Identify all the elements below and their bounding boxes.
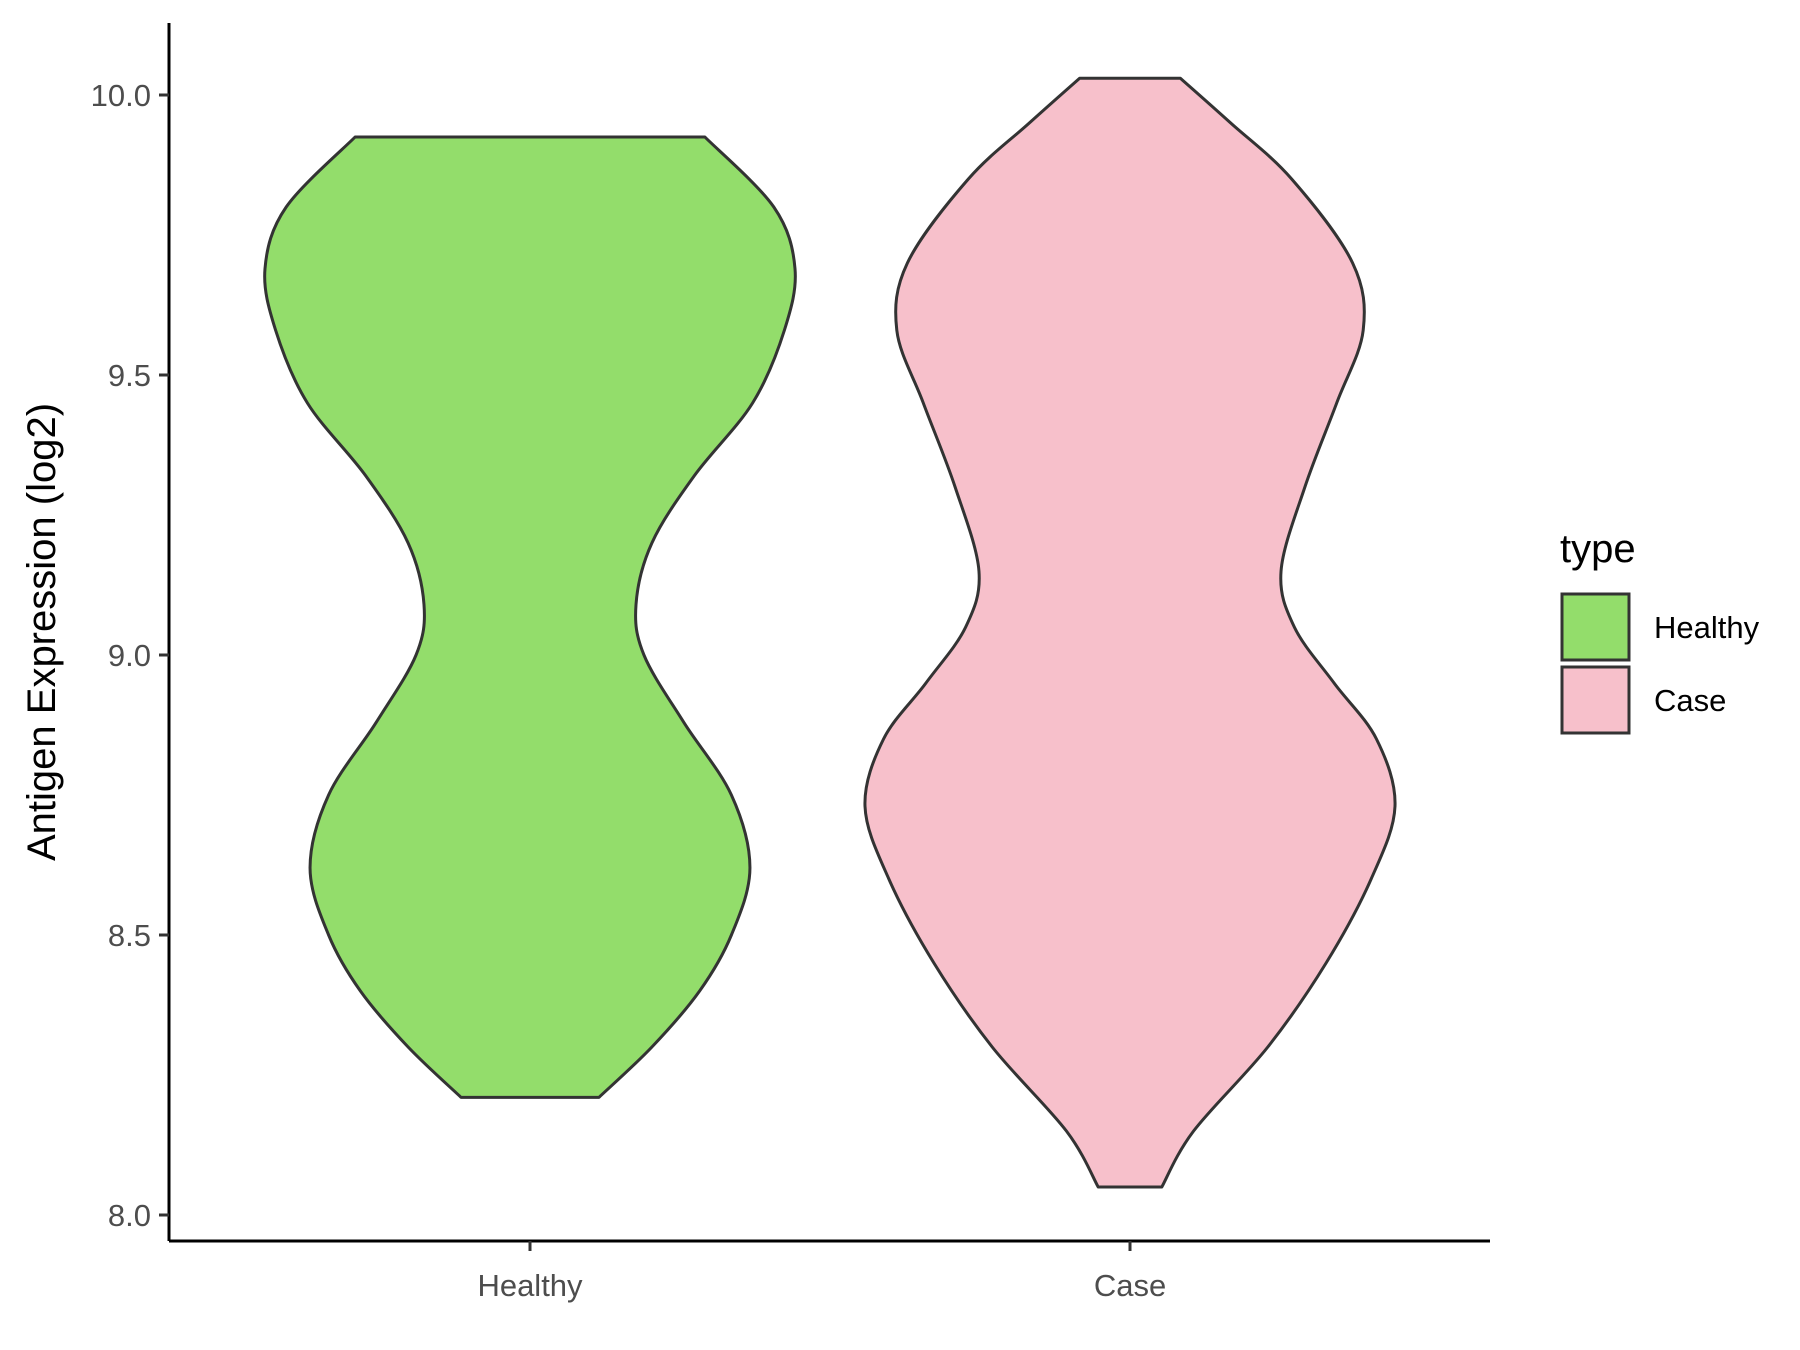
y-tick-label: 9.5 bbox=[108, 358, 151, 393]
legend-label-case: Case bbox=[1654, 683, 1726, 718]
violin-case bbox=[863, 76, 1397, 1189]
violin-healthy bbox=[263, 135, 797, 1099]
y-tick-label: 8.5 bbox=[108, 918, 151, 953]
legend-items: Healthy Case bbox=[1560, 592, 1760, 735]
legend-label-healthy: Healthy bbox=[1654, 610, 1760, 645]
legend: type Healthy Case bbox=[1560, 527, 1760, 735]
legend-swatch-healthy bbox=[1560, 592, 1631, 662]
y-tick-label: 10.0 bbox=[91, 78, 151, 113]
legend-swatch-case bbox=[1560, 665, 1631, 735]
x-tick-label: Healthy bbox=[477, 1268, 583, 1303]
y-tick-label: 9.0 bbox=[108, 638, 151, 673]
y-axis-ticks: 8.0 8.5 9.0 9.5 10.0 bbox=[91, 78, 169, 1233]
y-tick-label: 8.0 bbox=[108, 1198, 151, 1233]
legend-title: type bbox=[1560, 527, 1636, 571]
x-tick-label: Case bbox=[1094, 1268, 1166, 1303]
x-axis-ticks: Healthy Case bbox=[477, 1241, 1166, 1303]
y-axis-title: Antigen Expression (log2) bbox=[20, 403, 64, 861]
violins-layer bbox=[263, 76, 1397, 1189]
